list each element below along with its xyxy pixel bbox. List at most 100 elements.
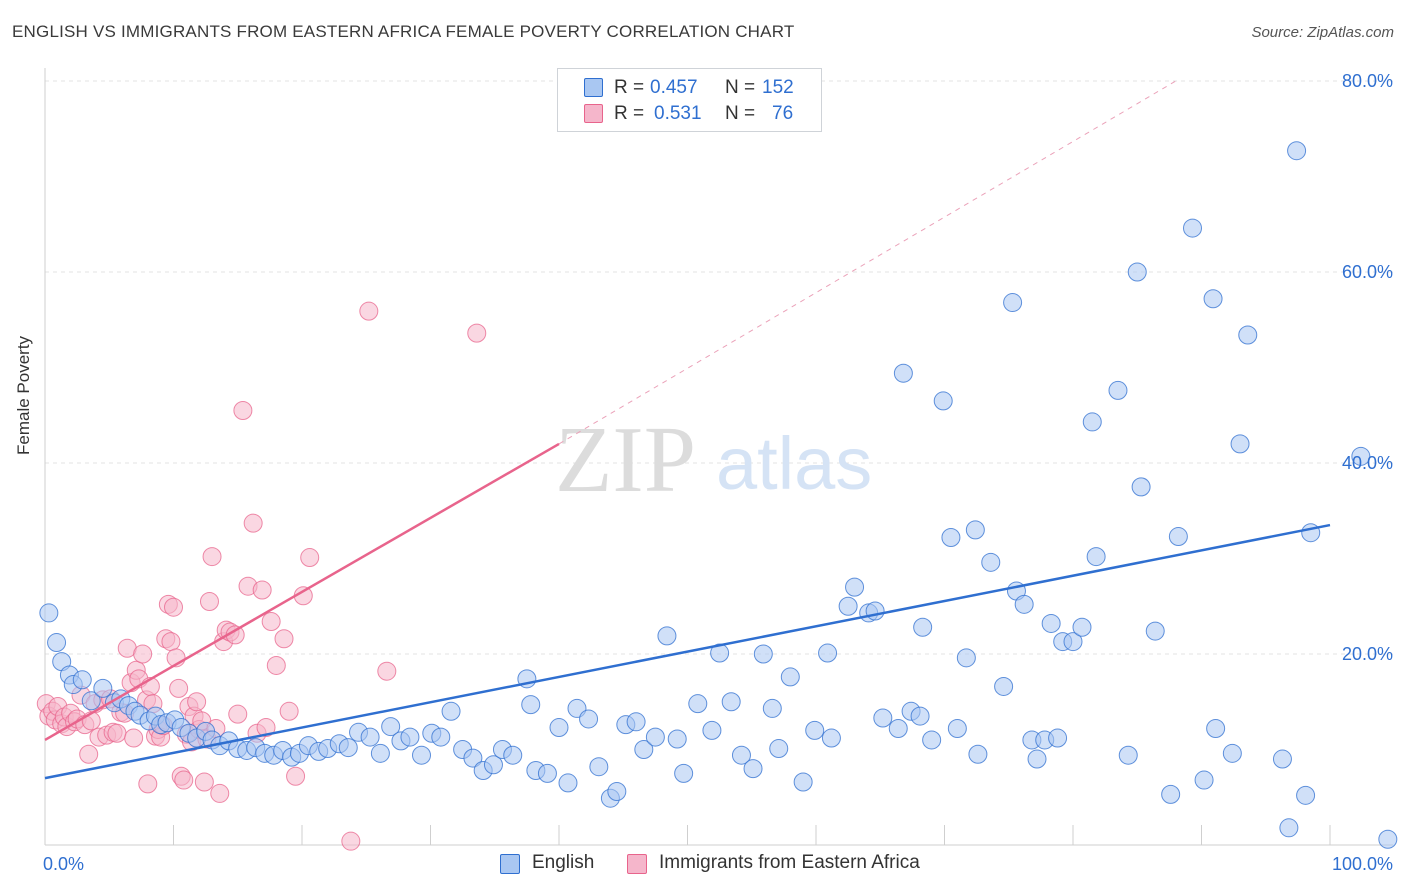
english-point: [922, 730, 942, 750]
english-point: [1108, 380, 1128, 400]
english-point: [1272, 749, 1292, 769]
africa-point: [252, 580, 272, 600]
english-point: [667, 729, 687, 749]
chart-title: ENGLISH VS IMMIGRANTS FROM EASTERN AFRIC…: [12, 22, 795, 41]
english-point: [1072, 617, 1092, 637]
english-point: [634, 740, 654, 759]
africa-point: [202, 547, 222, 567]
africa-point: [169, 678, 189, 698]
english-point: [521, 695, 541, 715]
africa-trend-line: [44, 442, 560, 742]
english-point: [1287, 141, 1307, 161]
english-point: [965, 520, 985, 540]
english-point: [1086, 547, 1106, 567]
africa-point: [233, 400, 253, 420]
english-point: [1145, 621, 1165, 641]
africa-point: [194, 772, 214, 792]
legend-swatch-english: [500, 854, 520, 874]
africa-point: [187, 692, 207, 712]
legend-r-label: R =: [614, 103, 645, 124]
english-point: [338, 738, 358, 758]
africa-point: [256, 718, 276, 738]
africa-point: [300, 548, 320, 568]
africa-point: [279, 701, 299, 721]
legend-n-label: N =: [725, 103, 756, 124]
english-point: [1279, 818, 1299, 838]
africa-point: [341, 831, 361, 851]
english-point: [81, 691, 101, 711]
africa-point: [107, 723, 127, 743]
africa-point: [174, 770, 194, 790]
english-point: [731, 745, 751, 765]
english-point: [1378, 829, 1398, 849]
y-tick-label: 40.0%: [1342, 453, 1393, 473]
english-point: [1194, 770, 1214, 790]
english-point: [933, 391, 953, 411]
english-point: [968, 744, 988, 764]
english-point: [589, 757, 609, 777]
english-point: [381, 717, 401, 737]
africa-point: [266, 655, 286, 675]
legend-swatch-english: [584, 78, 603, 97]
legend-n-value: 76: [772, 103, 794, 124]
english-point: [607, 782, 627, 802]
english-point: [1003, 293, 1023, 313]
legend-r-value: 0.457: [650, 77, 698, 98]
english-point: [645, 727, 665, 747]
english-point: [47, 633, 67, 653]
english-point: [626, 712, 646, 732]
english-point: [838, 596, 858, 616]
english-point: [1041, 613, 1061, 633]
africa-point: [199, 591, 219, 611]
english-point: [1351, 446, 1371, 466]
english-point: [780, 667, 800, 687]
english-point: [845, 577, 865, 597]
english-point: [39, 603, 59, 623]
english-point: [549, 718, 569, 738]
legend-row-english: R = 0.457 N = 152: [558, 75, 821, 101]
series-immigrants-eastern-africa: [36, 301, 487, 851]
english-point: [1296, 785, 1316, 805]
english-point: [1131, 477, 1151, 497]
axes: [44, 68, 1393, 846]
africa-point: [161, 632, 181, 652]
english-point: [762, 698, 782, 718]
africa-point: [228, 704, 248, 724]
english-point: [1203, 289, 1223, 309]
source-credit: Source: ZipAtlas.com: [1251, 24, 1394, 41]
english-point: [769, 739, 789, 759]
legend-n-label: N =: [725, 77, 756, 98]
legend-label-english: English: [532, 852, 595, 873]
africa-point: [261, 612, 281, 632]
legend-row-africa: R = 0.531 N = 76: [558, 101, 821, 127]
english-point: [913, 617, 933, 637]
watermark: ZIP atlas: [555, 408, 872, 512]
x-tick-label: 0.0%: [43, 854, 84, 874]
english-point: [370, 743, 390, 763]
english-point: [893, 363, 913, 383]
english-point: [805, 720, 825, 740]
english-point: [72, 670, 92, 690]
english-point: [821, 728, 841, 748]
africa-point: [359, 301, 379, 321]
english-point: [441, 701, 461, 721]
english-point: [753, 644, 773, 664]
africa-point: [243, 513, 263, 533]
stats-legend: R = 0.457 N = 152 R = 0.531 N = 76: [557, 68, 822, 132]
english-point: [674, 763, 694, 783]
trend-lines: [44, 80, 1331, 780]
tick-labels: 20.0% 40.0% 60.0% 80.0% 0.0% 100.0%: [43, 71, 1393, 874]
english-point: [818, 643, 838, 663]
y-tick-label: 80.0%: [1342, 71, 1393, 91]
africa-point: [164, 597, 183, 617]
watermark-atlas: atlas: [716, 422, 872, 505]
english-point: [947, 718, 967, 738]
english-point: [793, 772, 813, 792]
english-point: [1118, 745, 1138, 765]
series-english: [39, 141, 1398, 849]
english-point: [1206, 718, 1226, 738]
english-point: [1161, 784, 1181, 804]
africa-trend-extension: [558, 80, 1177, 445]
english-trend-line: [44, 523, 1331, 780]
